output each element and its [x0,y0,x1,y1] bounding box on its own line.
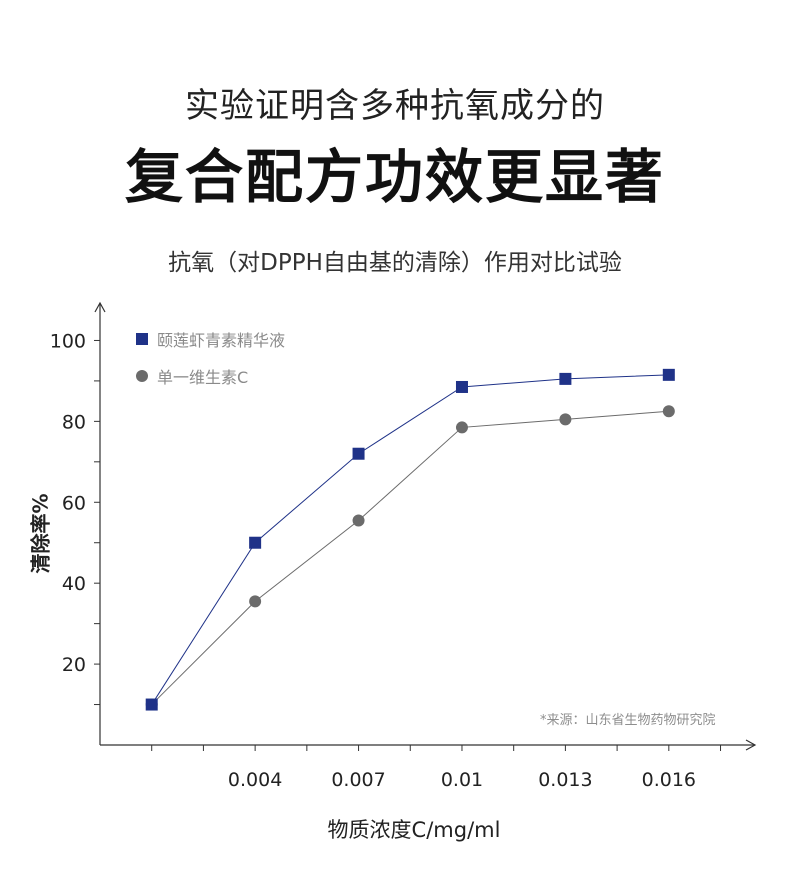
y-tick-label: 60 [62,492,86,514]
headline-line-1: 实验证明含多种抗氧成分的 [185,86,605,126]
series-2-point [352,514,365,527]
series-1-point [662,368,675,381]
y-tick-label: 100 [50,330,86,352]
x-tick-label: 0.016 [642,769,696,791]
series-2-point [249,595,262,608]
x-tick-label: 0.007 [331,769,385,791]
series-2-point [662,405,675,418]
series-1-point [559,372,572,385]
legend-item-series-2: 单一维生素C [136,366,249,387]
headline-line-2: 复合配方功效更显著 [124,143,665,211]
y-tick-label: 20 [62,654,86,676]
x-tick-label: 0.004 [228,769,282,791]
series-1-point [249,536,262,549]
chart-title: 抗氧（对DPPH自由基的清除）作用对比试验 [168,250,622,276]
legend-circle-marker-icon [136,370,148,382]
y-axis-arrow-icon [94,301,106,313]
source-annotation: *来源：山东省生物药物研究院 [540,713,716,728]
series-line-2 [151,410,669,705]
series-1-point [352,447,365,460]
x-axis-arrow-icon [745,739,757,751]
series-2-point [455,421,468,434]
y-axis-label: 清除率% [28,492,53,574]
x-tick-label: 0.013 [538,769,592,791]
y-tick-label: 80 [62,411,86,433]
legend-square-marker-icon [136,333,148,345]
legend-label-series-2: 单一维生素C [157,368,249,387]
series-line-1 [151,374,669,705]
series-2-point [559,413,572,426]
y-tick-label: 40 [62,573,86,595]
legend-label-series-1: 颐莲虾青素精华液 [157,331,286,350]
x-tick-label: 0.01 [441,769,483,791]
x-axis-label: 物质浓度C/mg/ml [327,818,501,842]
legend-item-series-1: 颐莲虾青素精华液 [136,329,286,350]
series-1-point [145,698,158,711]
series-1-point [455,380,468,393]
